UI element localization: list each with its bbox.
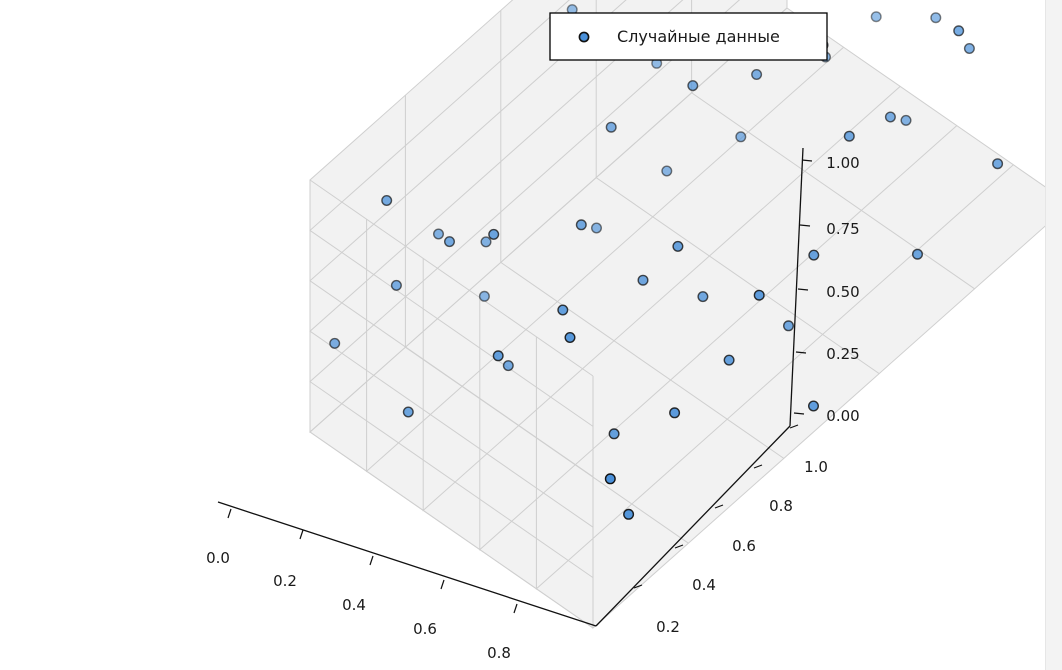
data-point-35 — [783, 320, 795, 332]
data-point-7 — [480, 236, 492, 248]
x-tick-2 — [369, 555, 374, 566]
y-gridline-5 — [786, 0, 1062, 200]
data-point-22 — [575, 219, 587, 231]
data-point-11 — [444, 236, 456, 248]
z-tick-0 — [793, 412, 805, 415]
y-gridline-3 — [595, 0, 880, 375]
y-tick-3 — [753, 464, 763, 469]
legend-box — [549, 12, 828, 61]
axis-lines — [217, 147, 804, 627]
data-point-29 — [930, 12, 942, 24]
data-point-45 — [753, 289, 765, 301]
z-tick-label-2: 0.50 — [826, 283, 859, 301]
data-point-33 — [900, 114, 912, 126]
y-tick-0 — [633, 584, 643, 589]
data-point-30 — [697, 291, 709, 303]
data-point-41 — [669, 407, 681, 419]
x-gridline-1 — [366, 46, 844, 473]
x-tick-4 — [513, 603, 518, 614]
z-tick-label-4: 1.00 — [826, 154, 859, 172]
data-point-21 — [870, 11, 882, 23]
x-gridline-4 — [535, 164, 1014, 590]
data-point-18 — [605, 121, 617, 133]
legend: Случайные данные — [549, 12, 828, 61]
axis-panes — [310, 0, 1062, 628]
z-tick-3 — [799, 224, 811, 227]
y-gridline-2 — [500, 10, 785, 459]
data-point-28 — [557, 304, 569, 316]
data-point-36 — [564, 332, 576, 344]
y-tick-label-3: 0.8 — [769, 497, 793, 515]
z-tick-label-1: 0.25 — [826, 345, 859, 363]
x-tick-label-1: 0.2 — [273, 572, 297, 590]
y-tick-label-4: 1.0 — [804, 458, 828, 476]
z-gridline-1 — [309, 0, 741, 579]
data-point-6 — [390, 279, 402, 291]
y-tick-4 — [789, 424, 799, 429]
z-tick-label-3: 0.75 — [826, 220, 859, 238]
data-point-0 — [329, 337, 341, 349]
y-tick-2 — [714, 504, 724, 509]
data-point-9 — [381, 194, 393, 206]
data-point-5 — [433, 228, 445, 240]
z-tick-4 — [801, 159, 813, 162]
z-gridline-0 — [309, 7, 788, 629]
y-gridline-4 — [691, 0, 975, 290]
x-tick-3 — [440, 579, 445, 590]
data-point-25 — [492, 350, 504, 362]
y-axis-line — [595, 425, 791, 627]
data-points — [329, 4, 1004, 520]
z-tick-1 — [795, 351, 807, 354]
data-point-42 — [808, 249, 820, 261]
z-tick-2 — [797, 288, 809, 291]
x-gridline-2 — [422, 86, 901, 512]
data-point-19 — [735, 131, 747, 143]
data-point-37 — [884, 111, 896, 123]
data-point-27 — [637, 274, 649, 286]
y-tick-label-0: 0.2 — [656, 618, 680, 636]
data-point-39 — [843, 130, 855, 142]
data-point-48 — [808, 400, 820, 412]
data-point-49 — [992, 158, 1004, 170]
data-point-15 — [502, 360, 514, 372]
pane-floor — [310, 8, 1062, 628]
y-tick-label-1: 0.4 — [692, 576, 716, 594]
data-point-14 — [661, 165, 673, 177]
y-tick-1 — [674, 544, 684, 549]
x-axis-line — [217, 501, 597, 627]
legend-marker — [578, 31, 590, 43]
x-gridline-5 — [592, 210, 1062, 630]
z-gridline-5 — [309, 0, 594, 377]
data-point-26 — [751, 68, 763, 80]
x-tick-label-3: 0.6 — [413, 620, 437, 638]
y-tick-label-2: 0.6 — [732, 537, 756, 555]
data-point-10 — [591, 222, 603, 234]
x-tick-1 — [299, 529, 304, 540]
data-point-47 — [604, 473, 616, 485]
data-point-3 — [478, 290, 490, 302]
data-point-38 — [723, 354, 735, 366]
z-axis-line — [789, 147, 804, 427]
data-point-24 — [687, 80, 699, 92]
z-tick-label-0: 0.00 — [826, 407, 859, 425]
x-tick-label-0: 0.0 — [206, 549, 230, 567]
z-gridline-3 — [309, 0, 627, 478]
data-point-40 — [963, 43, 975, 55]
data-point-32 — [608, 428, 620, 440]
data-point-43 — [623, 508, 635, 520]
x-tick-label-2: 0.4 — [342, 596, 366, 614]
tick-marks: 0.0 0.2 0.4 0.6 0.8 0.2 0.4 0.6 0.8 1.0 0.00 0.25 0.… — [206, 154, 860, 662]
data-point-34 — [672, 240, 684, 252]
data-point-44 — [953, 25, 965, 37]
data-point-46 — [912, 248, 924, 260]
vertical-scrollbar[interactable] — [1045, 0, 1062, 670]
x-tick-label-4: 0.8 — [487, 644, 511, 662]
x-tick-0 — [227, 508, 232, 519]
data-point-20 — [488, 228, 500, 240]
data-point-13 — [402, 406, 414, 418]
legend-label: Случайные данные — [617, 27, 780, 46]
pane-yz — [310, 0, 787, 432]
